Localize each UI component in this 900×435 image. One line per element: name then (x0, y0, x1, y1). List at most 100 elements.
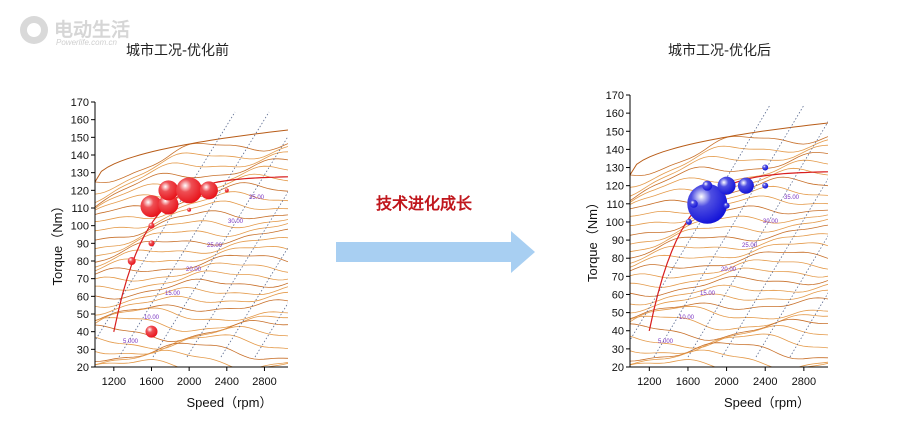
y-tick-label: 100 (606, 217, 624, 229)
contour-label: 10.00 (144, 315, 160, 321)
efficiency-contour (95, 191, 288, 223)
plot-area: 5.000 10.00 15.00 20.00 25.00 30.00 35.00 (95, 111, 288, 367)
efficiency-contour (95, 228, 288, 263)
efficiency-contour (630, 283, 828, 306)
x-tick-label: 1200 (637, 376, 661, 388)
logo-domain: Powerlife.com.cn (56, 38, 117, 47)
efficiency-contour (630, 349, 828, 367)
x-tick-label: 2000 (177, 376, 201, 388)
y-tick-label: 130 (606, 163, 624, 175)
contour-label: 35.00 (784, 195, 800, 201)
y-tick-label: 40 (612, 326, 624, 338)
y-tick-label: 170 (606, 90, 624, 102)
data-bubble (717, 176, 736, 195)
efficiency-contour (630, 297, 828, 320)
power-line (186, 191, 288, 358)
efficiency-contour (95, 200, 288, 232)
y-tick-label: 20 (612, 362, 624, 374)
data-bubble (737, 177, 754, 194)
contour-label: 5.000 (123, 339, 139, 345)
efficiency-contour (95, 320, 288, 343)
chart-before: 5.000 10.00 15.00 20.00 25.00 30.00 35.00 20 30 4… (50, 97, 288, 410)
contour-label: 15.00 (165, 291, 181, 297)
y-tick-label: 110 (606, 199, 624, 211)
plot-area: 5.000 10.00 15.00 20.00 25.00 30.00 35.00 (630, 104, 828, 367)
data-bubble (127, 257, 136, 265)
y-tick-label: 160 (606, 108, 624, 120)
efficiency-contour (630, 359, 828, 367)
efficiency-contour (630, 318, 828, 341)
efficiency-contour (630, 205, 828, 236)
y-tick-label: 140 (606, 144, 624, 156)
efficiency-contour (630, 289, 828, 314)
y-tick-label: 60 (77, 291, 89, 303)
logo: 电动生活 Powerlife.com.cn (20, 14, 150, 50)
contour-label: 20.00 (721, 267, 737, 273)
efficiency-contour (630, 233, 828, 264)
y-axis-label: Torque（Nm） (50, 200, 65, 286)
data-bubble (762, 164, 769, 171)
x-axis-label: Speed（rpm） (724, 395, 810, 410)
data-bubble (176, 177, 203, 204)
data-bubble (702, 180, 713, 191)
y-tick-label: 20 (77, 362, 89, 374)
contour-label: 5.000 (658, 339, 674, 345)
efficiency-contour (95, 359, 288, 367)
y-tick-label: 120 (71, 185, 89, 197)
efficiency-contour (630, 325, 828, 349)
efficiency-contour (95, 210, 288, 241)
data-bubble (158, 180, 179, 201)
x-tick-label: 1600 (139, 376, 163, 388)
efficiency-contour (95, 223, 288, 257)
data-bubble (723, 202, 730, 209)
efficiency-contour (630, 267, 828, 288)
y-tick-label: 140 (71, 150, 89, 162)
efficiency-contour (630, 242, 828, 268)
efficiency-contour (630, 214, 828, 245)
power-line (653, 104, 805, 358)
contour-label: 35.00 (249, 195, 265, 201)
efficiency-contour (95, 262, 288, 282)
torque-envelope (95, 129, 288, 183)
efficiency-contour (630, 333, 828, 354)
x-tick-label: 2400 (753, 376, 777, 388)
y-tick-label: 50 (77, 309, 89, 321)
contour-label: 30.00 (763, 219, 779, 225)
data-bubble (148, 222, 155, 229)
data-bubble (140, 195, 163, 218)
efficiency-contour (630, 152, 828, 202)
data-bubble (199, 181, 218, 200)
y-tick-label: 70 (77, 274, 89, 286)
y-tick-label: 100 (71, 221, 89, 233)
power-line (95, 111, 236, 342)
y-tick-label: 150 (606, 126, 624, 138)
x-tick-label: 1200 (102, 376, 126, 388)
power-line (687, 121, 828, 358)
efficiency-contour (630, 276, 828, 297)
x-tick-label: 1600 (676, 376, 700, 388)
data-bubble (685, 218, 692, 225)
efficiency-contour (95, 270, 288, 291)
efficiency-contour (630, 144, 828, 197)
efficiency-contour (95, 254, 288, 275)
efficiency-contour (630, 135, 828, 176)
logo-icon (20, 16, 48, 44)
efficiency-contour (95, 315, 288, 332)
y-tick-label: 30 (77, 344, 89, 356)
efficiency-contour (630, 195, 828, 227)
y-tick-label: 60 (612, 289, 624, 301)
y-tick-label: 90 (612, 235, 624, 247)
efficiency-contour (630, 314, 828, 331)
efficiency-contour (95, 342, 288, 362)
y-tick-label: 130 (71, 168, 89, 180)
power-line (789, 292, 828, 358)
efficiency-contour (95, 286, 288, 308)
data-bubble (689, 199, 698, 208)
efficiency-contour (95, 278, 288, 300)
power-line (755, 235, 828, 358)
y-tick-label: 80 (77, 256, 89, 268)
efficiency-contour (95, 151, 288, 204)
efficiency-contour (630, 342, 828, 362)
y-tick-label: 110 (71, 203, 89, 215)
data-bubble (145, 325, 158, 338)
